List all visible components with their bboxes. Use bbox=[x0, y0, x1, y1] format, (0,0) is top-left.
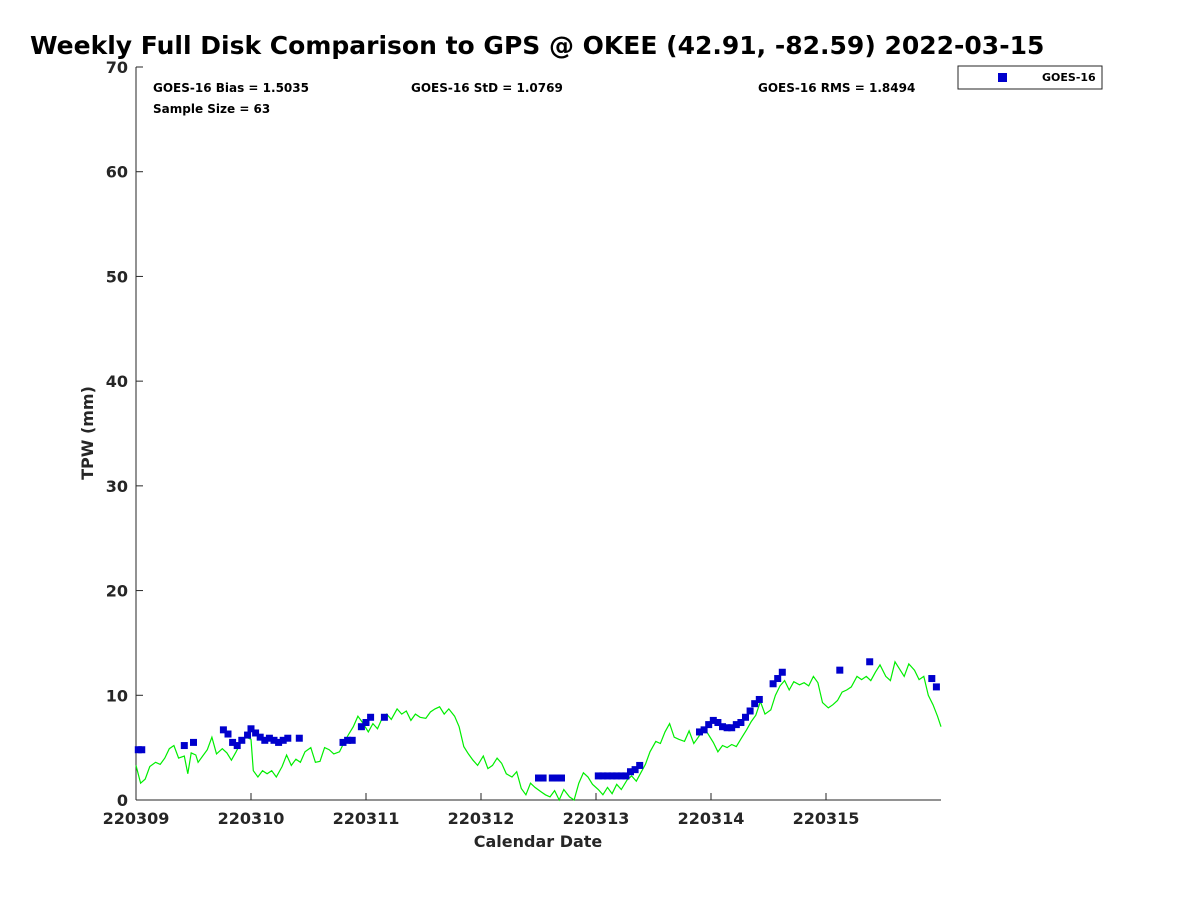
x-tick-label: 220310 bbox=[218, 809, 285, 828]
goes16-point bbox=[737, 719, 745, 727]
goes16-point bbox=[252, 729, 260, 737]
goes16-point bbox=[219, 726, 227, 734]
legend: GOES-16 bbox=[957, 65, 1103, 90]
goes16-point bbox=[265, 734, 273, 742]
goes16-point bbox=[932, 683, 940, 691]
goes16-point bbox=[224, 730, 232, 738]
goes16-point bbox=[636, 761, 644, 769]
goes16-point bbox=[755, 695, 763, 703]
goes16-point bbox=[723, 724, 731, 732]
goes16-point bbox=[617, 772, 625, 780]
goes16-point bbox=[774, 675, 782, 683]
goes16-point bbox=[180, 742, 188, 750]
y-tick-label: 50 bbox=[106, 267, 128, 286]
goes16-point bbox=[270, 736, 278, 744]
goes16-point bbox=[539, 774, 547, 782]
y-axis-ticks: 0 10 20 30 40 50 60 70 bbox=[106, 58, 143, 810]
goes16-point bbox=[714, 719, 722, 727]
goes16-point bbox=[344, 736, 352, 744]
goes16-point bbox=[627, 768, 634, 776]
legend-marker bbox=[998, 73, 1007, 82]
goes16-point bbox=[256, 733, 264, 741]
goes16-point bbox=[746, 707, 754, 715]
goes16-point bbox=[348, 736, 356, 744]
bias-stat: GOES-16 Bias = 1.5035 bbox=[153, 81, 309, 95]
goes16-point bbox=[742, 713, 749, 721]
goes16-point bbox=[190, 738, 197, 746]
std-stat: GOES-16 StD = 1.0769 bbox=[411, 81, 563, 95]
goes16-point bbox=[700, 726, 708, 734]
goes16-point bbox=[357, 723, 365, 731]
goes16-point bbox=[233, 742, 241, 750]
goes16-point bbox=[244, 731, 252, 739]
goes16-point bbox=[594, 772, 602, 780]
goes16-point bbox=[229, 738, 237, 746]
goes16-point bbox=[279, 736, 287, 744]
x-tick-label: 220313 bbox=[563, 809, 630, 828]
goes16-point bbox=[367, 713, 375, 721]
goes16-point bbox=[728, 724, 736, 732]
goes16-point bbox=[275, 738, 283, 746]
goes16-point bbox=[362, 719, 370, 727]
goes16-point bbox=[295, 734, 303, 742]
goes16-points bbox=[134, 658, 940, 782]
x-tick-label: 220315 bbox=[793, 809, 860, 828]
goes16-point bbox=[732, 721, 740, 729]
y-tick-label: 40 bbox=[106, 372, 128, 391]
legend-label: GOES-16 bbox=[1042, 71, 1096, 84]
plot-area bbox=[135, 67, 941, 801]
plot-background bbox=[136, 67, 941, 800]
goes16-point bbox=[261, 736, 269, 744]
y-tick-label: 20 bbox=[106, 582, 128, 601]
goes16-point bbox=[599, 772, 607, 780]
y-tick-label: 70 bbox=[106, 58, 128, 77]
goes16-point bbox=[696, 728, 703, 736]
x-tick-label: 220312 bbox=[448, 809, 515, 828]
legend-box bbox=[957, 65, 1103, 90]
x-tick-label: 220314 bbox=[678, 809, 745, 828]
goes16-point bbox=[928, 675, 936, 683]
goes16-point bbox=[238, 736, 246, 744]
goes16-point bbox=[631, 766, 639, 774]
chart-title: Weekly Full Disk Comparison to GPS @ OKE… bbox=[30, 31, 1044, 60]
gps-line bbox=[135, 660, 942, 802]
goes16-point bbox=[138, 746, 146, 754]
goes16-point bbox=[558, 774, 565, 782]
y-tick-label: 30 bbox=[106, 477, 128, 496]
y-axis-label: TPW (mm) bbox=[78, 386, 97, 480]
goes16-point bbox=[247, 725, 255, 733]
goes16-point bbox=[553, 774, 561, 782]
goes16-point bbox=[751, 700, 759, 708]
goes16-point bbox=[836, 666, 844, 674]
goes16-point bbox=[608, 772, 616, 780]
goes16-point bbox=[866, 658, 874, 666]
goes16-point bbox=[604, 772, 611, 780]
x-tick-label: 220309 bbox=[103, 809, 170, 828]
gps-series-line bbox=[135, 660, 942, 802]
y-tick-label: 60 bbox=[106, 163, 128, 182]
goes16-point bbox=[613, 772, 621, 780]
goes16-point bbox=[705, 721, 713, 729]
goes16-point bbox=[535, 774, 542, 782]
goes16-point bbox=[778, 668, 786, 676]
goes16-point bbox=[622, 772, 630, 780]
goes16-point bbox=[380, 713, 388, 721]
x-axis-label: Calendar Date bbox=[474, 832, 603, 851]
x-axis-ticks: 220309 220310 220311 220312 220313 220314 2203… bbox=[103, 793, 860, 828]
y-tick-label: 0 bbox=[117, 791, 128, 810]
goes16-point bbox=[769, 680, 777, 688]
goes16-point bbox=[339, 738, 347, 746]
goes16-point bbox=[284, 734, 292, 742]
y-tick-label: 10 bbox=[106, 686, 128, 705]
x-tick-label: 220311 bbox=[333, 809, 400, 828]
rms-stat: GOES-16 RMS = 1.8494 bbox=[758, 81, 915, 95]
sample-size-stat: Sample Size = 63 bbox=[153, 102, 270, 116]
goes16-point bbox=[548, 774, 556, 782]
goes16-point bbox=[709, 716, 717, 724]
goes16-point bbox=[719, 723, 726, 731]
